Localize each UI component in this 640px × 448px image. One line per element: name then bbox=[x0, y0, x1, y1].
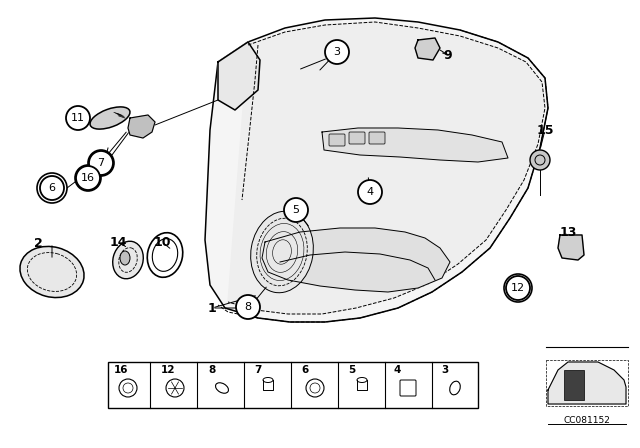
Polygon shape bbox=[548, 362, 626, 404]
Text: 3: 3 bbox=[441, 365, 448, 375]
Circle shape bbox=[88, 150, 114, 176]
Text: 5: 5 bbox=[292, 205, 300, 215]
FancyBboxPatch shape bbox=[329, 134, 345, 146]
Polygon shape bbox=[415, 38, 440, 60]
Text: 8: 8 bbox=[208, 365, 215, 375]
Text: 6: 6 bbox=[301, 365, 308, 375]
Polygon shape bbox=[128, 115, 155, 138]
Text: 10: 10 bbox=[153, 236, 171, 249]
Text: 4: 4 bbox=[394, 365, 401, 375]
Ellipse shape bbox=[120, 251, 130, 265]
Text: 8: 8 bbox=[244, 302, 252, 312]
Text: 12: 12 bbox=[161, 365, 175, 375]
Circle shape bbox=[358, 180, 382, 204]
Text: 14: 14 bbox=[109, 236, 127, 249]
Text: 12: 12 bbox=[511, 283, 525, 293]
Ellipse shape bbox=[20, 246, 84, 297]
Text: 16: 16 bbox=[114, 365, 129, 375]
Text: 16: 16 bbox=[81, 173, 95, 183]
FancyBboxPatch shape bbox=[369, 132, 385, 144]
Text: 5: 5 bbox=[348, 365, 355, 375]
Circle shape bbox=[76, 166, 100, 190]
Polygon shape bbox=[218, 42, 260, 110]
Polygon shape bbox=[228, 22, 545, 314]
Circle shape bbox=[89, 151, 113, 175]
Text: 3: 3 bbox=[333, 47, 340, 57]
Circle shape bbox=[75, 165, 101, 191]
Circle shape bbox=[37, 173, 67, 203]
Text: 6: 6 bbox=[49, 183, 56, 193]
Ellipse shape bbox=[251, 211, 314, 293]
Text: CC081152: CC081152 bbox=[564, 415, 611, 425]
Circle shape bbox=[236, 295, 260, 319]
Text: 9: 9 bbox=[444, 48, 452, 61]
Circle shape bbox=[506, 276, 530, 300]
Text: 11: 11 bbox=[71, 113, 85, 123]
Circle shape bbox=[504, 274, 532, 302]
Polygon shape bbox=[558, 235, 584, 260]
Text: 7: 7 bbox=[254, 365, 261, 375]
Ellipse shape bbox=[113, 241, 143, 279]
Circle shape bbox=[284, 198, 308, 222]
Text: 15: 15 bbox=[536, 124, 554, 137]
Polygon shape bbox=[205, 18, 548, 322]
Polygon shape bbox=[322, 128, 508, 162]
Text: 7: 7 bbox=[97, 158, 104, 168]
Polygon shape bbox=[564, 370, 584, 400]
Text: 2: 2 bbox=[34, 237, 42, 250]
Polygon shape bbox=[262, 228, 450, 292]
Text: 13: 13 bbox=[559, 225, 577, 238]
Circle shape bbox=[530, 150, 550, 170]
Text: 4: 4 bbox=[367, 187, 374, 197]
FancyBboxPatch shape bbox=[349, 132, 365, 144]
Circle shape bbox=[325, 40, 349, 64]
Circle shape bbox=[40, 176, 64, 200]
Ellipse shape bbox=[90, 107, 130, 129]
Circle shape bbox=[66, 106, 90, 130]
Text: 1: 1 bbox=[207, 302, 216, 314]
